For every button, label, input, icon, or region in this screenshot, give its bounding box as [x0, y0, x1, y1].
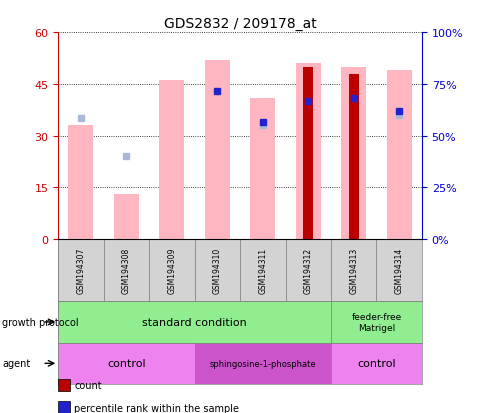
- Bar: [295, 64, 320, 240]
- Text: GSM194309: GSM194309: [167, 247, 176, 294]
- Text: GSM194312: GSM194312: [303, 247, 312, 294]
- Text: control: control: [356, 358, 395, 368]
- Text: GSM194311: GSM194311: [258, 247, 267, 294]
- Text: control: control: [107, 358, 145, 368]
- Bar: [376, 240, 421, 301]
- Bar: [159, 81, 184, 240]
- Bar: [58, 301, 330, 343]
- Bar: [68, 126, 93, 240]
- Bar: [302, 67, 313, 240]
- Text: sphingosine-1-phosphate: sphingosine-1-phosphate: [209, 359, 316, 368]
- Text: feeder-free
Matrigel: feeder-free Matrigel: [350, 313, 401, 332]
- Bar: [386, 71, 411, 240]
- Text: GSM194314: GSM194314: [394, 247, 403, 294]
- Bar: [240, 240, 285, 301]
- Text: growth protocol: growth protocol: [2, 317, 79, 327]
- Bar: [330, 240, 376, 301]
- Text: agent: agent: [2, 358, 30, 368]
- Text: GSM194310: GSM194310: [212, 247, 221, 294]
- Bar: [250, 98, 275, 240]
- Text: GSM194307: GSM194307: [76, 247, 85, 294]
- Bar: [204, 61, 229, 240]
- Bar: [58, 240, 104, 301]
- Bar: [114, 195, 138, 240]
- Bar: [194, 343, 330, 384]
- Bar: [285, 240, 330, 301]
- Text: standard condition: standard condition: [142, 317, 246, 327]
- Bar: [330, 343, 421, 384]
- Text: percentile rank within the sample: percentile rank within the sample: [74, 403, 239, 413]
- Text: GSM194308: GSM194308: [121, 247, 131, 294]
- Bar: [348, 74, 358, 240]
- Text: count: count: [74, 380, 102, 390]
- Bar: [194, 240, 240, 301]
- Bar: [149, 240, 194, 301]
- Title: GDS2832 / 209178_at: GDS2832 / 209178_at: [164, 17, 316, 31]
- Bar: [58, 343, 194, 384]
- Text: GSM194313: GSM194313: [348, 247, 358, 294]
- Bar: [330, 301, 421, 343]
- Bar: [341, 67, 365, 240]
- Bar: [104, 240, 149, 301]
